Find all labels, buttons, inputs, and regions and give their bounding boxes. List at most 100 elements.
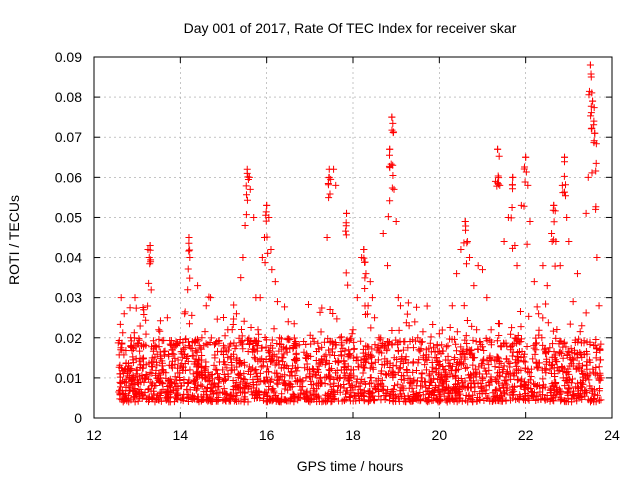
data-point [578, 322, 586, 330]
data-point [325, 346, 333, 354]
data-point [296, 382, 304, 390]
data-point [330, 376, 338, 384]
data-point [500, 383, 508, 391]
data-point [483, 337, 491, 345]
data-point [192, 386, 200, 394]
data-point [314, 382, 322, 390]
data-point [224, 326, 232, 334]
data-point [156, 391, 164, 399]
data-point [362, 342, 370, 350]
data-point [450, 397, 458, 405]
data-point [553, 387, 561, 395]
data-point [180, 390, 188, 398]
data-point [463, 363, 471, 371]
data-point [314, 339, 322, 347]
data-point [148, 354, 156, 362]
data-point [429, 343, 437, 351]
data-point [424, 394, 432, 402]
data-point [345, 394, 353, 401]
data-point [378, 349, 386, 357]
data-point [324, 371, 332, 379]
data-point [532, 359, 540, 367]
data-point [367, 379, 375, 387]
data-point [358, 392, 366, 400]
data-point [118, 340, 126, 348]
data-point [197, 397, 205, 405]
data-point [344, 375, 352, 383]
data-point [345, 380, 353, 388]
data-point [319, 358, 327, 366]
data-point [301, 391, 309, 399]
data-point [508, 203, 516, 211]
y-tick-label: 0.09 [55, 49, 82, 65]
data-point [171, 354, 179, 362]
data-point [435, 357, 443, 365]
data-point [116, 390, 124, 398]
data-point [242, 211, 250, 219]
data-point [244, 385, 252, 393]
data-point [131, 398, 139, 406]
data-point [428, 367, 436, 375]
data-point [227, 340, 235, 348]
data-point [377, 367, 385, 375]
data-point [136, 347, 144, 355]
data-point [468, 349, 476, 357]
data-point [506, 360, 514, 368]
data-point [596, 385, 604, 392]
data-point [167, 379, 175, 387]
data-point [371, 341, 379, 349]
data-point [592, 167, 600, 175]
data-point [522, 153, 530, 161]
data-point [542, 300, 550, 308]
data-point [357, 337, 365, 345]
data-point [116, 320, 124, 328]
data-point [240, 375, 248, 383]
data-point [148, 343, 156, 351]
data-point [391, 370, 399, 378]
data-point [246, 185, 254, 193]
data-point [150, 382, 158, 390]
data-point [197, 381, 205, 389]
data-point [235, 357, 243, 365]
data-point [230, 350, 238, 358]
data-point [250, 345, 258, 353]
data-point [432, 364, 440, 372]
data-point [283, 335, 291, 343]
data-point [387, 160, 395, 168]
data-point [244, 347, 252, 355]
data-point [578, 379, 586, 387]
data-point [158, 337, 166, 345]
data-point [421, 361, 429, 369]
data-point [212, 365, 220, 373]
data-point [554, 388, 562, 396]
data-point [438, 326, 446, 334]
data-point [477, 341, 485, 349]
data-point [186, 366, 194, 374]
data-point [575, 390, 583, 398]
data-point [167, 362, 175, 370]
data-point [152, 366, 160, 374]
data-point [184, 265, 192, 273]
data-point [242, 182, 250, 190]
data-point [210, 361, 218, 369]
data-point [345, 372, 353, 380]
data-point [198, 374, 206, 382]
data-point [181, 308, 189, 316]
data-point [326, 381, 334, 389]
data-point [260, 358, 268, 366]
data-point [268, 352, 276, 360]
data-point [573, 397, 581, 405]
data-point [155, 335, 163, 343]
data-point [426, 339, 434, 347]
data-point [461, 351, 469, 359]
data-point [551, 262, 559, 270]
data-point [386, 197, 394, 205]
data-point [329, 310, 337, 318]
data-point [292, 337, 300, 345]
data-point [573, 354, 581, 362]
data-point [557, 396, 565, 404]
data-point [135, 394, 143, 402]
data-point [569, 298, 577, 306]
data-point [181, 310, 189, 318]
data-point [568, 348, 576, 356]
